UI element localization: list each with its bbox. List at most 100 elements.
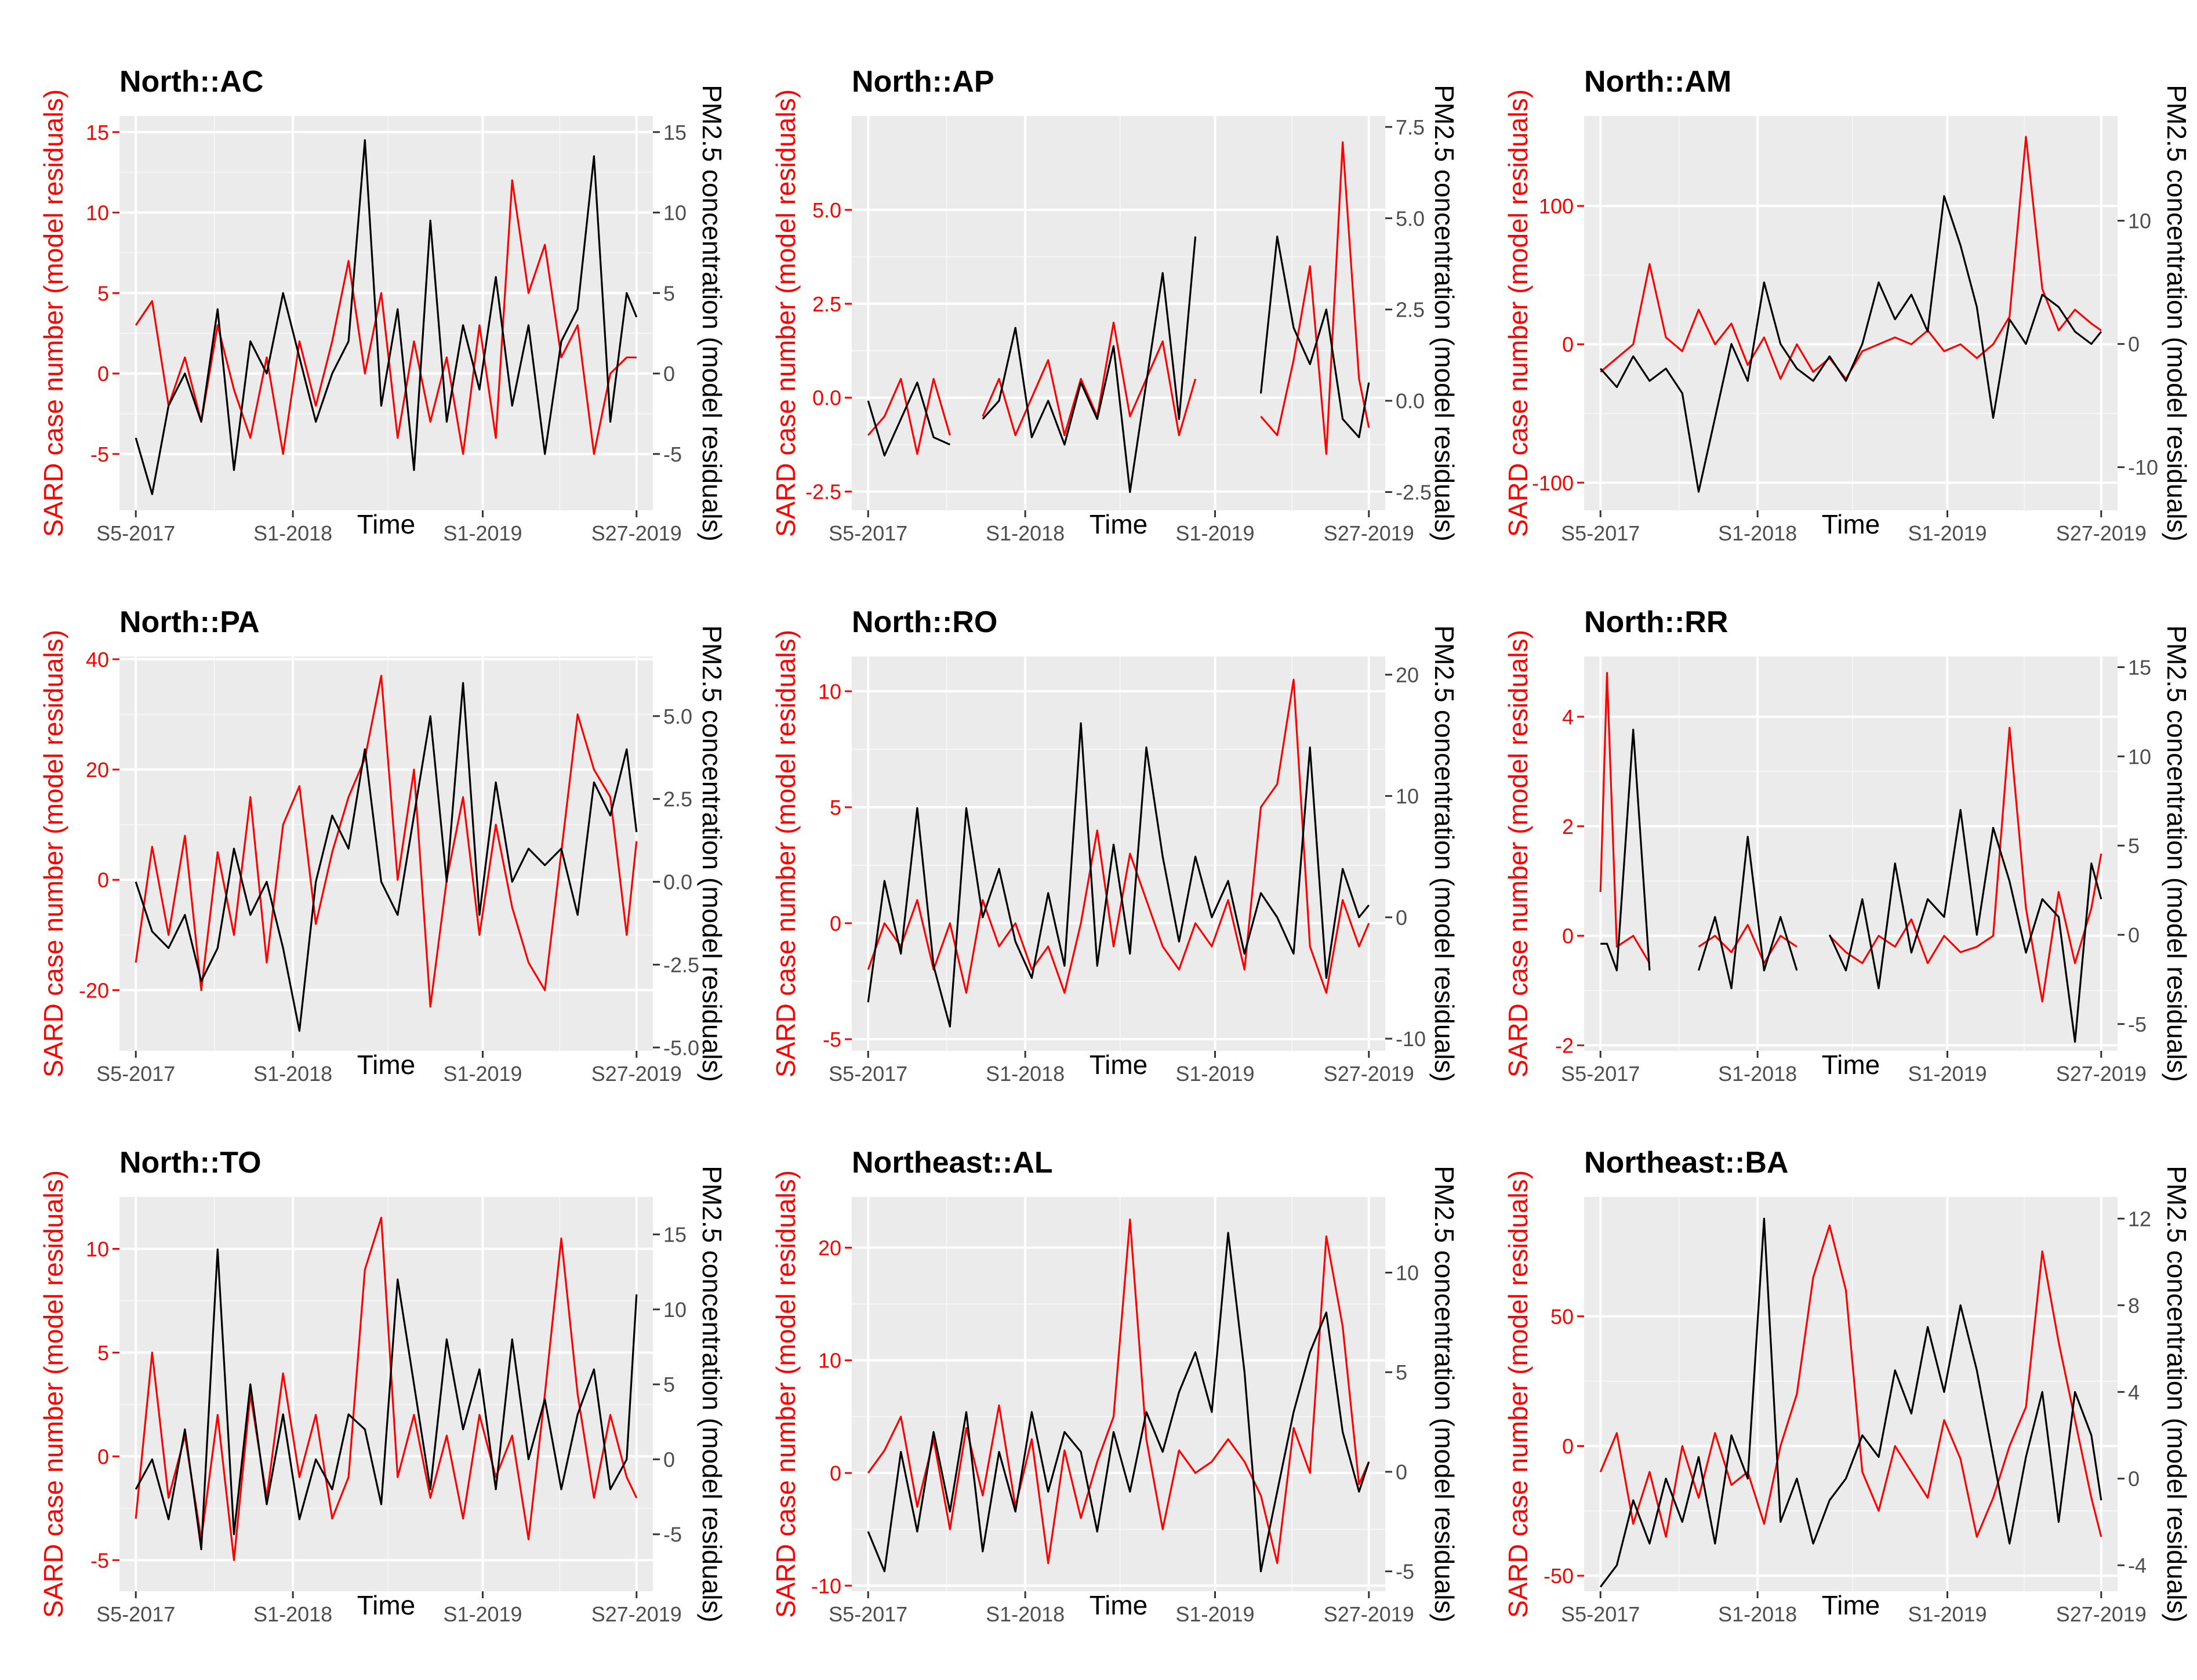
left-axis-tick-label: 20: [818, 1236, 841, 1260]
chart-title: North::AC: [119, 65, 263, 99]
right-axis-tick-label: 5.0: [663, 705, 692, 728]
left-axis-tick-label: 50: [1550, 1305, 1574, 1329]
right-axis-tick-label: 0: [663, 362, 675, 386]
chart-panel: -2.5 0.0 2.5 5.0 -2.5 0.0 2.5 5.0 7.5 S5-2017 S1-2…: [771, 65, 1459, 545]
x-axis-tick-label: S27-2019: [1324, 1062, 1414, 1086]
chart-title: North::AP: [852, 65, 994, 99]
chart-title: North::AM: [1584, 65, 1731, 99]
left-axis-tick-label: -50: [1544, 1564, 1574, 1588]
right-axis-label: PM2.5 concentration (model residuals): [1429, 625, 1459, 1082]
x-axis-tick-label: S5-2017: [1561, 1602, 1640, 1626]
x-axis-label: Time: [1090, 1050, 1148, 1080]
right-axis-label: PM2.5 concentration (model residuals): [1429, 1166, 1459, 1622]
left-axis-tick-label: 4: [1562, 705, 1574, 729]
chart-panel: -20 0 20 40 -5.0 -2.5 0.0 2.5 5.0 S5-2017 S1-2018 S…: [38, 605, 727, 1086]
x-axis-tick-label: S1-2019: [1175, 521, 1254, 545]
left-axis-tick-label: -5: [90, 1548, 109, 1572]
left-axis-tick-label: 10: [818, 680, 841, 703]
left-axis-tick-label: 2: [1562, 815, 1574, 839]
x-axis-tick-label: S1-2018: [253, 521, 332, 545]
pm25-series-line: [1600, 195, 2102, 493]
x-axis-tick-label: S5-2017: [829, 521, 907, 545]
x-axis-tick-label: S1-2019: [1908, 1602, 1987, 1626]
x-axis-tick-label: S5-2017: [96, 1062, 175, 1086]
left-axis-tick-label: 10: [818, 1349, 841, 1373]
right-axis-tick-label: 0: [663, 1447, 675, 1471]
x-axis-label: Time: [1090, 509, 1148, 539]
x-axis-tick-label: S1-2018: [1718, 1062, 1797, 1086]
right-axis-tick-label: 0: [1396, 1460, 1407, 1484]
left-axis-tick-label: 5: [830, 796, 841, 819]
pm25-series-line: [135, 1248, 638, 1551]
chart-title: North::TO: [119, 1146, 262, 1180]
left-axis-tick-label: 0: [97, 362, 109, 386]
left-axis-tick-label: 0: [830, 1461, 841, 1485]
plot-background: [119, 656, 653, 1051]
left-axis-tick-label: -100: [1532, 471, 1574, 495]
left-axis-tick-label: 100: [1539, 194, 1574, 218]
right-axis-tick-label: -2.5: [663, 953, 699, 977]
pm25-series-line: [867, 722, 1370, 1028]
right-axis-label: PM2.5 concentration (model residuals): [697, 1166, 727, 1622]
right-axis-tick-label: 5.0: [1396, 206, 1425, 230]
pm25-series-line: [135, 682, 638, 1032]
right-axis-label: PM2.5 concentration (model residuals): [1429, 85, 1459, 541]
pm25-series-line: [135, 139, 638, 495]
left-axis-tick-label: 0: [1562, 924, 1574, 948]
x-axis-tick-label: S27-2019: [1324, 521, 1414, 545]
right-axis-label: PM2.5 concentration (model residuals): [697, 625, 727, 1082]
sard-series-line: [1599, 672, 2102, 1003]
x-axis-tick-label: S27-2019: [2056, 1602, 2147, 1626]
sard-series-line: [867, 1218, 1370, 1564]
x-axis-tick-label: S1-2019: [1908, 521, 1987, 545]
left-axis-label: SARD case number (model residuals): [38, 89, 68, 537]
x-axis-tick-label: S5-2017: [96, 1602, 175, 1626]
pm25-series-line: [1600, 728, 2102, 1043]
left-axis-tick-label: 0: [97, 868, 109, 892]
right-axis-tick-label: 5: [663, 281, 675, 305]
left-axis-tick-label: -5: [823, 1028, 841, 1051]
right-axis-tick-label: 15: [2128, 655, 2151, 679]
right-axis-tick-label: -5: [2128, 1013, 2147, 1036]
x-axis-tick-label: S1-2018: [986, 1602, 1065, 1626]
pm25-series-line: [867, 235, 1370, 494]
chart-panel: -5 0 5 10 -5 0 5 10 15 S5-2017 S1-2018 S1-2019 S27-2…: [38, 1146, 727, 1626]
left-axis-tick-label: 0: [97, 1445, 109, 1468]
chart-title: Northeast::AL: [852, 1146, 1053, 1180]
right-axis-tick-label: 0.0: [1396, 389, 1425, 413]
x-axis-tick-label: S1-2018: [1718, 521, 1797, 545]
right-axis-label: PM2.5 concentration (model residuals): [2162, 625, 2192, 1082]
sard-series-line: [1600, 136, 2102, 380]
plot-background: [852, 656, 1385, 1051]
x-axis-tick-label: S1-2019: [443, 1062, 522, 1086]
left-axis-label: SARD case number (model residuals): [771, 630, 801, 1077]
x-axis-tick-label: S1-2018: [1718, 1602, 1797, 1626]
right-axis-tick-label: 5: [663, 1373, 675, 1396]
right-axis-tick-label: -10: [2128, 456, 2158, 480]
plot-background: [1584, 116, 2118, 510]
right-axis-tick-label: -4: [2128, 1554, 2147, 1577]
x-axis-tick-label: S5-2017: [829, 1062, 907, 1086]
plot-background: [852, 1197, 1385, 1591]
left-axis-tick-label: 5: [97, 1341, 109, 1365]
left-axis-tick-label: -10: [811, 1574, 841, 1598]
left-axis-label: SARD case number (model residuals): [1503, 1170, 1533, 1618]
chart-panel: -5 0 5 10 -10 0 10 20 S5-2017 S1-2018 S1-2019 S27-2…: [771, 605, 1459, 1086]
right-axis-tick-label: 10: [663, 1298, 687, 1322]
chart-panel: -5 0 5 10 15 -5 0 5 10 15 S5-2017 S1-2018 S1-2019 S27…: [38, 65, 727, 545]
left-axis-label: SARD case number (model residuals): [1503, 630, 1533, 1077]
x-axis-tick-label: S5-2017: [829, 1602, 907, 1626]
right-axis-tick-label: 15: [663, 121, 687, 144]
right-axis-tick-label: 20: [1396, 663, 1419, 687]
chart-title: North::RR: [1584, 605, 1728, 639]
sard-series-line: [135, 1217, 638, 1561]
chart-title: North::PA: [119, 605, 260, 639]
right-axis-tick-label: 10: [2128, 745, 2151, 768]
sard-series-line: [867, 141, 1370, 455]
left-axis-label: SARD case number (model residuals): [1503, 89, 1533, 537]
left-axis-tick-label: 40: [86, 648, 109, 672]
left-axis-tick-label: 5: [97, 281, 109, 305]
right-axis-tick-label: -5: [1396, 1560, 1414, 1584]
x-axis-tick-label: S1-2018: [986, 1062, 1065, 1086]
